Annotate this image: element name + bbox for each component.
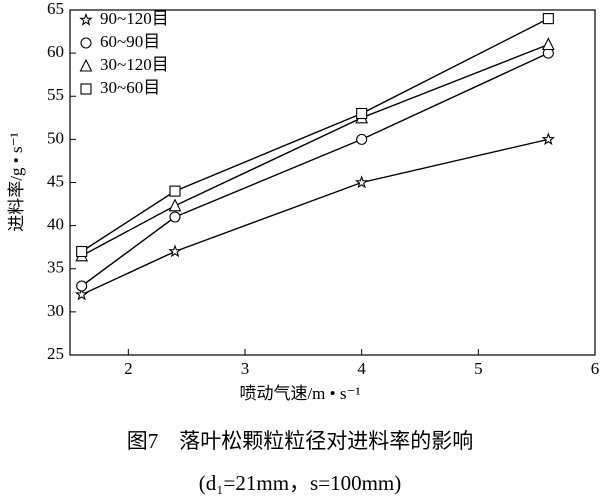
y-tick-label: 25 (47, 344, 64, 363)
y-tick-label: 60 (47, 42, 64, 61)
y-tick-label: 30 (47, 301, 64, 320)
marker (169, 185, 181, 197)
legend-marker (79, 12, 93, 26)
y-tick-label: 35 (47, 258, 64, 277)
y-axis-label: 进料率/g • s⁻¹ (7, 132, 26, 231)
x-tick-label: 6 (591, 359, 600, 378)
y-tick-label: 55 (47, 85, 64, 104)
y-tick-label: 40 (47, 215, 64, 234)
y-tick-label: 50 (47, 128, 64, 147)
y-tick-label: 65 (47, 0, 64, 18)
marker (354, 175, 369, 189)
x-tick-label: 2 (124, 359, 133, 378)
y-tick-label: 45 (47, 171, 64, 190)
x-tick-label: 5 (474, 359, 483, 378)
x-tick-label: 3 (241, 359, 250, 378)
x-axis-label: 喷动气速/m • s⁻¹ (239, 384, 360, 403)
figure-caption: 图7 落叶松颗粒粒径对进料率的影响 (127, 429, 474, 453)
marker (541, 132, 556, 146)
marker (356, 133, 368, 145)
marker (168, 244, 182, 258)
series-line (81, 138, 549, 296)
marker (541, 37, 555, 51)
x-tick-label: 4 (357, 359, 366, 378)
legend-marker (80, 37, 92, 49)
marker (169, 211, 181, 223)
marker (356, 107, 368, 120)
marker (76, 245, 88, 258)
marker (76, 280, 88, 292)
legend-marker (80, 83, 92, 95)
legend-label: 90~120目 (100, 9, 169, 28)
marker (74, 287, 89, 301)
legend-label: 30~120目 (100, 55, 169, 74)
marker (168, 198, 182, 212)
series-line (81, 52, 549, 287)
legend-marker (79, 58, 93, 72)
series-line (81, 18, 549, 253)
series-line (81, 43, 549, 257)
marker (542, 13, 554, 25)
legend-label: 60~90目 (100, 32, 160, 51)
legend-label: 30~60目 (100, 78, 160, 97)
figure-subcaption: (d₁=21mm，s=100mm) (199, 471, 402, 495)
